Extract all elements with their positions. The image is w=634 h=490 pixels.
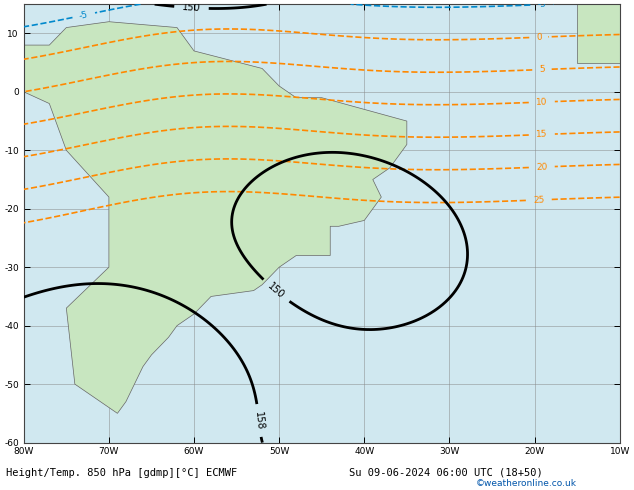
Text: 20: 20	[536, 162, 548, 172]
Text: 0: 0	[536, 33, 542, 42]
Text: ©weatheronline.co.uk: ©weatheronline.co.uk	[476, 479, 576, 488]
Text: 25: 25	[533, 195, 545, 205]
Text: 150: 150	[266, 281, 287, 301]
Text: -5: -5	[79, 10, 89, 21]
Text: 15: 15	[536, 130, 548, 139]
Polygon shape	[577, 4, 619, 63]
Text: Su 09-06-2024 06:00 UTC (18+50): Su 09-06-2024 06:00 UTC (18+50)	[349, 468, 543, 478]
Text: 150: 150	[182, 2, 201, 13]
Text: Height/Temp. 850 hPa [gdmp][°C] ECMWF: Height/Temp. 850 hPa [gdmp][°C] ECMWF	[6, 468, 238, 478]
Text: 10: 10	[536, 98, 548, 107]
Polygon shape	[7, 22, 407, 414]
Text: 158: 158	[253, 411, 265, 430]
Text: -5: -5	[537, 0, 547, 9]
Text: 5: 5	[539, 65, 545, 74]
